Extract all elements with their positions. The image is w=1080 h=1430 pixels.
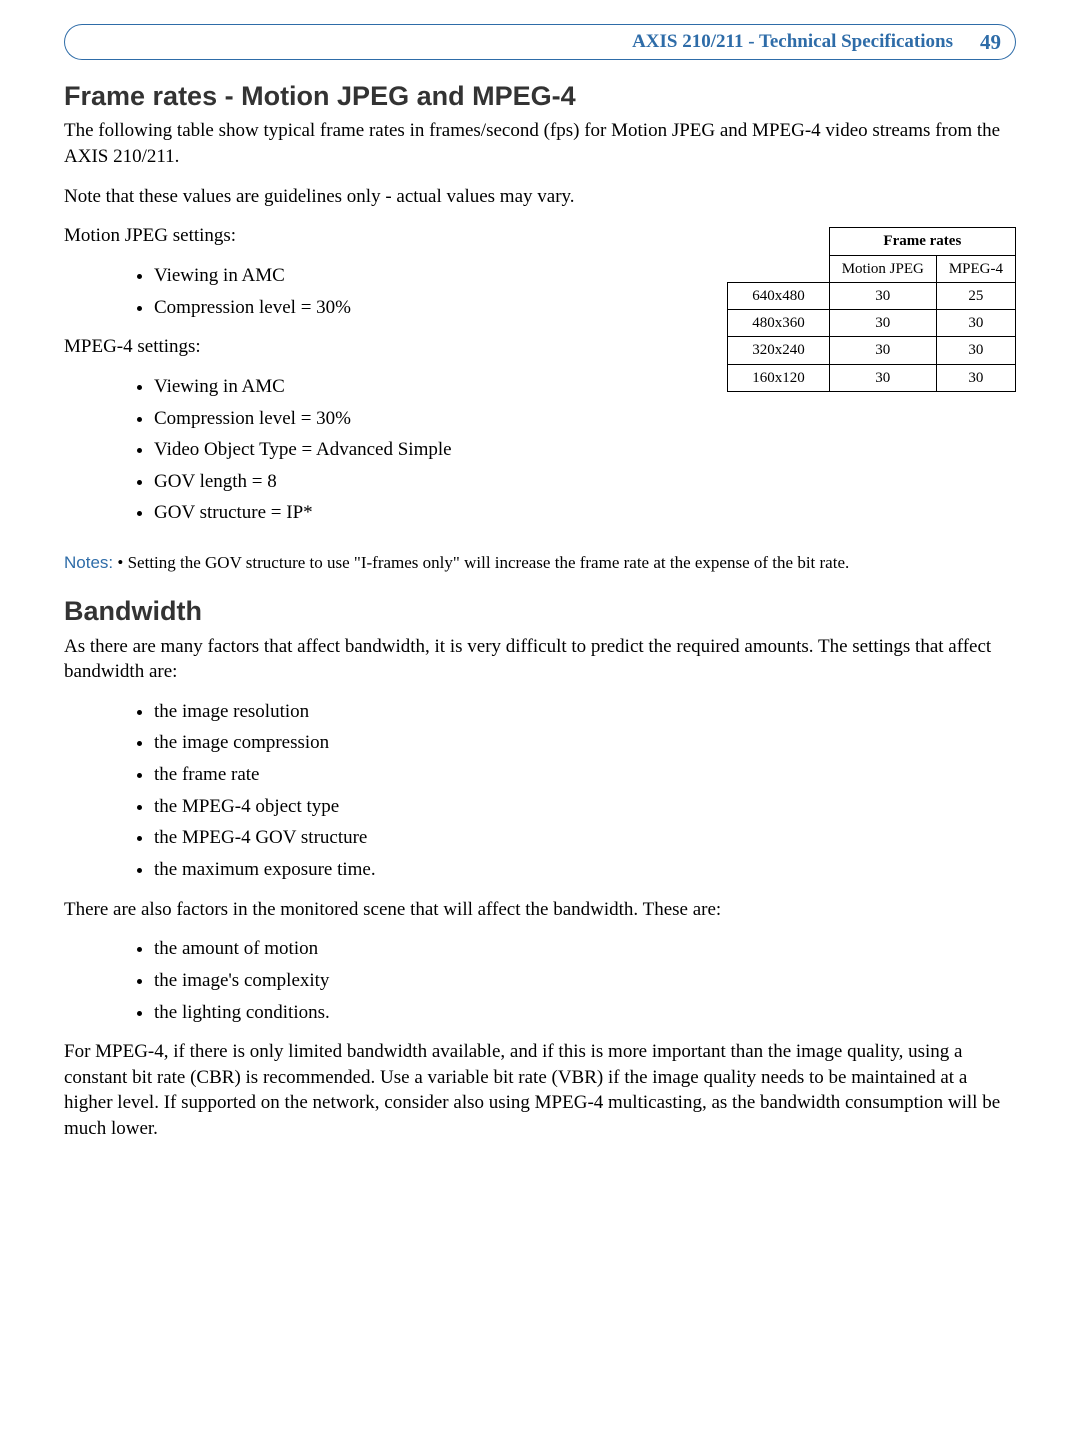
table-cell: 320x240 [728, 337, 830, 364]
table-cell: 30 [936, 364, 1015, 391]
bandwidth-mpeg4-para: For MPEG-4, if there is only limited ban… [64, 1039, 1016, 1142]
list-item: the MPEG-4 object type [154, 794, 1016, 820]
notes-line: Notes: • Setting the GOV structure to us… [64, 552, 1016, 575]
table-col-mpeg4: MPEG-4 [936, 255, 1015, 282]
header-title: AXIS 210/211 - Technical Specifications [64, 24, 967, 60]
list-item: the image resolution [154, 699, 1016, 725]
list-item: GOV structure = IP* [154, 500, 687, 526]
notes-label: Notes: [64, 553, 113, 572]
table-row: 320x240 30 30 [728, 337, 1016, 364]
section-heading-bandwidth: Bandwidth [64, 593, 1016, 629]
bandwidth-factors-list: the image resolution the image compressi… [154, 699, 1016, 883]
table-row: 480x360 30 30 [728, 310, 1016, 337]
list-item: the MPEG-4 GOV structure [154, 825, 1016, 851]
page-header: AXIS 210/211 - Technical Specifications … [64, 24, 1016, 60]
table-cell-empty [728, 255, 830, 282]
list-item: Viewing in AMC [154, 263, 687, 289]
list-item: the image compression [154, 730, 1016, 756]
table-cell: 30 [829, 282, 936, 309]
frame-rates-note: Note that these values are guidelines on… [64, 184, 1016, 210]
mjpeg-settings-label: Motion JPEG settings: [64, 223, 687, 249]
bandwidth-intro: As there are many factors that affect ba… [64, 634, 1016, 685]
table-cell: 30 [829, 364, 936, 391]
table-cell: 30 [936, 337, 1015, 364]
page-number: 49 [966, 24, 1016, 60]
list-item: the maximum exposure time. [154, 857, 1016, 883]
list-item: the image's complexity [154, 968, 1016, 994]
table-cell: 30 [829, 310, 936, 337]
bandwidth-scene-list: the amount of motion the image's complex… [154, 936, 1016, 1025]
mjpeg-settings-list: Viewing in AMC Compression level = 30% [154, 263, 687, 320]
list-item: Video Object Type = Advanced Simple [154, 437, 687, 463]
list-item: Compression level = 30% [154, 406, 687, 432]
list-item: the lighting conditions. [154, 1000, 1016, 1026]
list-item: the amount of motion [154, 936, 1016, 962]
table-row: 640x480 30 25 [728, 282, 1016, 309]
frame-rates-intro: The following table show typical frame r… [64, 118, 1016, 169]
mpeg4-settings-list: Viewing in AMC Compression level = 30% V… [154, 374, 687, 526]
table-cell: 160x120 [728, 364, 830, 391]
table-row: 160x120 30 30 [728, 364, 1016, 391]
frame-rates-table: Frame rates Motion JPEG MPEG-4 640x480 3… [727, 227, 1016, 392]
table-cell: 25 [936, 282, 1015, 309]
table-cell: 480x360 [728, 310, 830, 337]
table-cell: 30 [936, 310, 1015, 337]
table-header-frame-rates: Frame rates [829, 228, 1015, 255]
section-heading-frame-rates: Frame rates - Motion JPEG and MPEG-4 [64, 78, 1016, 114]
table-cell-empty [728, 228, 830, 255]
list-item: GOV length = 8 [154, 469, 687, 495]
notes-text: • Setting the GOV structure to use "I-fr… [117, 553, 849, 572]
table-col-motion-jpeg: Motion JPEG [829, 255, 936, 282]
mpeg4-settings-label: MPEG-4 settings: [64, 334, 687, 360]
table-cell: 30 [829, 337, 936, 364]
list-item: Compression level = 30% [154, 295, 687, 321]
bandwidth-scene-intro: There are also factors in the monitored … [64, 897, 1016, 923]
list-item: Viewing in AMC [154, 374, 687, 400]
table-cell: 640x480 [728, 282, 830, 309]
list-item: the frame rate [154, 762, 1016, 788]
